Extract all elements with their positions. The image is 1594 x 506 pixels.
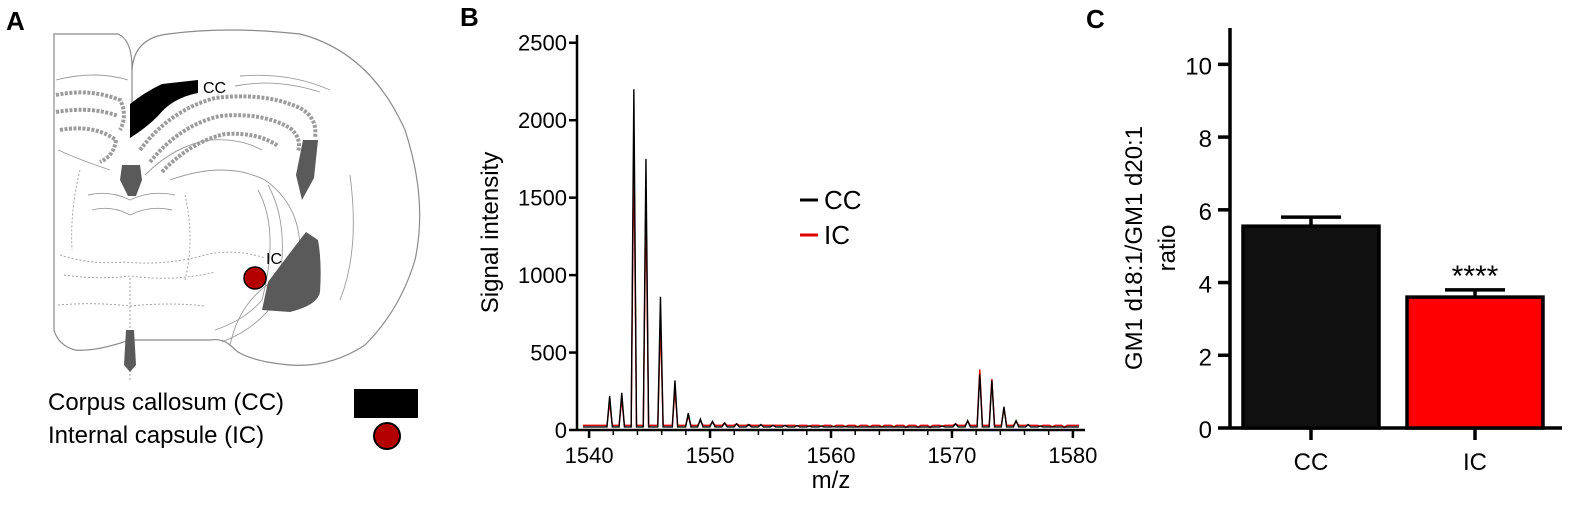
bar-ic bbox=[1405, 295, 1545, 430]
y-tick-label: 8 bbox=[1199, 126, 1212, 153]
y-tick-label: 1000 bbox=[518, 263, 567, 288]
legend-label-ic: IC bbox=[824, 220, 850, 250]
panel-a-letter: A bbox=[6, 6, 25, 36]
x-tick-label: 1560 bbox=[807, 443, 856, 468]
y-axis-label-line1: GM1 d18:1/GM1 d20:1 bbox=[1121, 126, 1148, 370]
x-tick-label: 1580 bbox=[1048, 443, 1097, 468]
category-label: CC bbox=[1294, 449, 1329, 476]
series-line-cc bbox=[583, 89, 1079, 428]
ratio-bar-chart: 0 2 4 6 8 10 GM1 d18:1/GM1 d20:1 ratio CC IC **** bbox=[1121, 28, 1562, 476]
legend-ic-swatch bbox=[373, 422, 401, 450]
brain-section-diagram: CC IC bbox=[53, 29, 421, 380]
y-tick-label: 0 bbox=[555, 418, 567, 443]
x-tick-label: 1540 bbox=[565, 443, 614, 468]
bar-cc bbox=[1241, 224, 1381, 430]
legend-ic-label: Internal capsule (IC) bbox=[48, 422, 264, 449]
legend-cc-swatch bbox=[354, 389, 418, 418]
panel-c-letter: C bbox=[1086, 4, 1105, 34]
y-tick-label: 6 bbox=[1199, 199, 1212, 226]
y-tick-label: 1500 bbox=[518, 186, 567, 211]
significance-stars: **** bbox=[1452, 260, 1499, 293]
y-tick-label: 4 bbox=[1199, 272, 1212, 299]
y-tick-label: 2500 bbox=[518, 31, 567, 56]
spectrum-chart: 0 500 1000 1500 2000 2500 1540 1550 1560 1570 1580… bbox=[477, 31, 1097, 494]
x-axis-label: m/z bbox=[812, 467, 851, 494]
legend-cc-label: Corpus callosum (CC) bbox=[48, 389, 284, 416]
ic-region-label: IC bbox=[266, 251, 282, 268]
y-axis-label-line2: ratio bbox=[1154, 225, 1181, 272]
y-axis-label: Signal intensity bbox=[477, 152, 504, 313]
panel-a-legend: Corpus callosum (CC) Internal capsule (I… bbox=[48, 389, 418, 450]
y-tick-label: 2 bbox=[1199, 344, 1212, 371]
panel-b-letter: B bbox=[460, 2, 479, 32]
y-tick-label: 500 bbox=[530, 341, 567, 366]
category-label: IC bbox=[1463, 449, 1487, 476]
y-tick-label: 10 bbox=[1185, 53, 1212, 80]
x-tick-label: 1550 bbox=[686, 443, 735, 468]
cc-region-label: CC bbox=[203, 80, 226, 97]
x-tick-label: 1570 bbox=[927, 443, 976, 468]
y-tick-label: 2000 bbox=[518, 108, 567, 133]
y-tick-label: 0 bbox=[1199, 417, 1212, 444]
corpus-callosum-region bbox=[130, 80, 198, 138]
legend-label-cc: CC bbox=[824, 185, 862, 215]
internal-capsule-marker bbox=[243, 266, 267, 290]
